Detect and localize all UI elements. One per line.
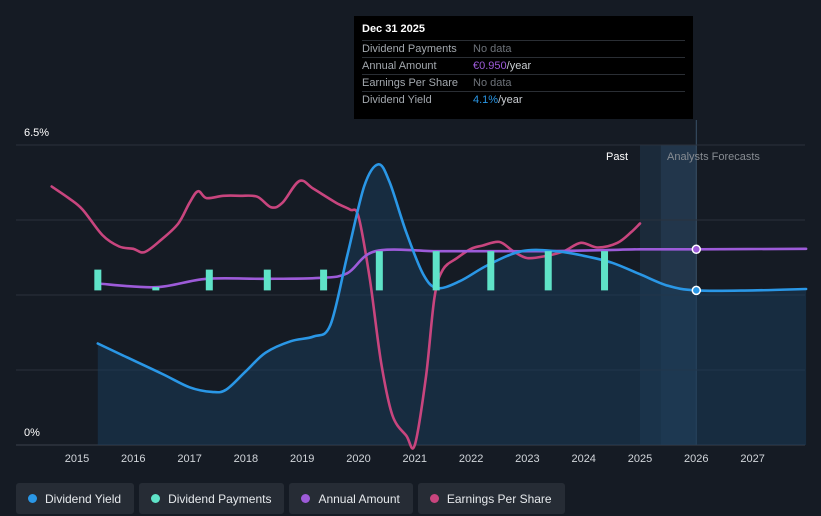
legend-label: Dividend Yield (45, 491, 122, 506)
x-tick-label: 2025 (628, 453, 652, 465)
y-tick-bottom: 0% (24, 427, 40, 439)
legend-dot-icon (28, 494, 37, 503)
dividend-yield-area (97, 164, 807, 445)
x-tick-label: 2018 (234, 453, 258, 465)
tooltip-row-dividend-yield: Dividend Yield 4.1%/year (362, 91, 685, 108)
tooltip-unit: /year (498, 94, 523, 106)
x-tick-label: 2024 (571, 453, 595, 465)
hover-markers (691, 244, 702, 296)
tooltip-unit: /year (506, 60, 532, 72)
forecast-label: Analysts Forecasts (667, 151, 760, 163)
eps-line (50, 179, 642, 450)
dividend-payment-bar (375, 251, 383, 291)
tooltip-label: Earnings Per Share (362, 77, 458, 89)
legend-dot-icon (301, 494, 311, 503)
dividend-payment-bar (263, 269, 271, 291)
dividend-payment-bar (205, 269, 213, 291)
legend-dot-icon (429, 494, 439, 503)
tooltip-label: Dividend Payments (362, 43, 457, 55)
tooltip-row-annual-amount: Annual Amount €0.950/year (362, 57, 685, 74)
series-lines (50, 163, 808, 450)
legend-item-dividend-payments[interactable]: Dividend Payments (139, 483, 285, 514)
x-tick-label: 2017 (177, 453, 201, 465)
legend-label: Earnings Per Share (446, 491, 552, 506)
annual-amount-marker (691, 244, 702, 255)
tooltip-label: Annual Amount (362, 60, 437, 72)
tooltip: Dec 31 2025 Dividend Payments No data An… (354, 16, 693, 119)
dividend-yield-line (96, 163, 808, 394)
legend-item-earnings-per-share[interactable]: Earnings Per Share (417, 483, 565, 514)
x-tick-label: 2015 (65, 453, 89, 465)
legend-item-annual-amount[interactable]: Annual Amount (289, 483, 413, 514)
dividend-payment-bar (320, 269, 328, 291)
dividend-payment-bar (432, 251, 440, 291)
tooltip-value: No data (473, 77, 512, 89)
legend-label: Dividend Payments (168, 491, 272, 506)
x-tick-label: 2019 (290, 453, 314, 465)
dividend-payment-bar (94, 269, 102, 291)
x-tick-label: 2021 (403, 453, 427, 465)
tooltip-row-earnings-per-share: Earnings Per Share No data (362, 74, 685, 91)
tooltip-value: 4.1% (473, 94, 499, 106)
annual-amount-line (96, 247, 808, 289)
tooltip-date: Dec 31 2025 (362, 23, 425, 35)
region-labels: Past Analysts Forecasts (606, 151, 760, 163)
legend: Dividend Yield Dividend Payments Annual … (16, 483, 565, 514)
dividend-payment-bar (601, 251, 609, 291)
dividend-payment-bars (94, 251, 609, 291)
x-tick-label: 2027 (740, 453, 764, 465)
x-tick-label: 2020 (346, 453, 370, 465)
dividend-payment-bar (152, 287, 160, 291)
dividend-yield-marker (691, 285, 702, 296)
legend-item-dividend-yield[interactable]: Dividend Yield (16, 483, 135, 514)
dividend-payment-bar (544, 251, 552, 291)
tooltip-label: Dividend Yield (362, 94, 432, 106)
tooltip-value: No data (473, 43, 512, 55)
x-tick-label: 2023 (515, 453, 539, 465)
x-tick-label: 2016 (121, 453, 145, 465)
past-label: Past (606, 151, 628, 163)
y-tick-top: 6.5% (24, 127, 49, 139)
area-layer (97, 164, 807, 445)
dividend-payment-bar (487, 251, 495, 291)
axes: 6.5% 0% 2015 2016 2017 2018 2019 2020 2021 2022… (24, 127, 765, 465)
x-tick-label: 2022 (459, 453, 483, 465)
tooltip-row-dividend-payments: Dividend Payments No data (362, 40, 685, 57)
tooltip-value: €0.950 (473, 60, 507, 72)
legend-label: Annual Amount (318, 491, 400, 506)
x-tick-label: 2026 (684, 453, 708, 465)
legend-dot-icon (151, 494, 161, 503)
